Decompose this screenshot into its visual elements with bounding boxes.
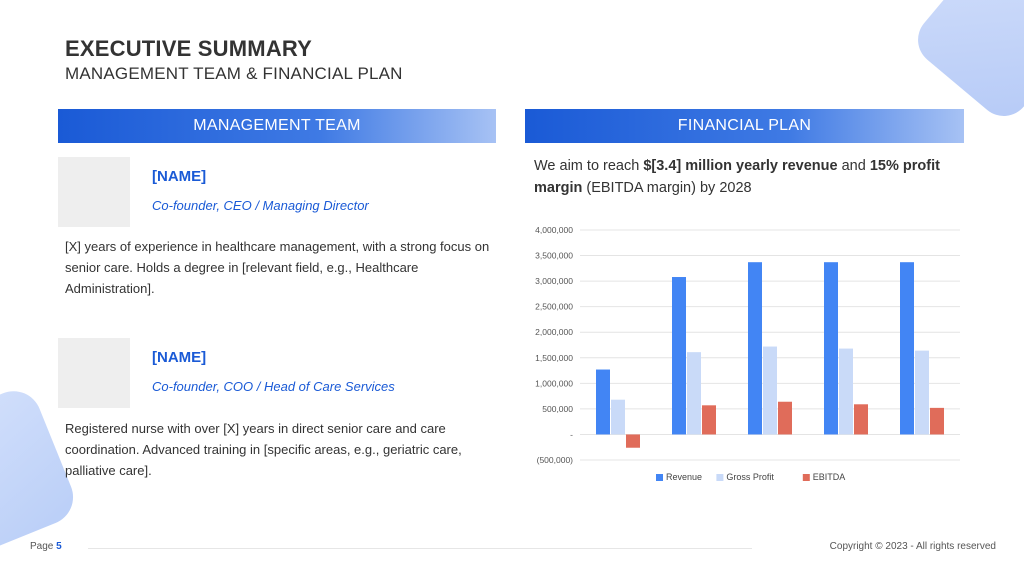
- financial-bar-chart: 4,000,000 3,500,000 3,000,000 2,500,000 2,00…: [535, 225, 960, 482]
- bar-ebitda: [702, 405, 716, 435]
- member-name: [NAME]: [152, 168, 207, 185]
- member-bio: [X] years of experience in healthcare ma…: [65, 239, 490, 296]
- legend-label: EBITDA: [813, 472, 846, 482]
- legend-label: Gross Profit: [726, 472, 774, 482]
- bar-revenue: [748, 262, 762, 435]
- y-tick-label: (500,000): [537, 455, 574, 465]
- financial-goal-margin: 15% profit margin: [534, 158, 940, 196]
- legend-swatch: [802, 474, 810, 481]
- bar-ebitda: [778, 401, 792, 435]
- member-name: [NAME]: [152, 349, 207, 366]
- financial-goal-part: (EBITDA margin) by 2028: [582, 180, 752, 196]
- y-tick-label: -: [570, 429, 573, 439]
- y-tick-label: 2,500,000: [535, 302, 573, 312]
- bar-gross-profit: [915, 350, 929, 435]
- bar-gross-profit: [839, 348, 853, 435]
- bar-ebitda: [854, 404, 868, 435]
- legend-swatch: [716, 474, 724, 481]
- y-tick-label: 3,500,000: [535, 251, 573, 261]
- legend-label: Revenue: [666, 472, 702, 482]
- member-photo-placeholder: [58, 338, 130, 408]
- decorative-shape-top-right: [907, 0, 1024, 127]
- y-tick-label: 2,000,000: [535, 327, 573, 337]
- bar-gross-profit: [611, 399, 625, 435]
- management-team-header: MANAGEMENT TEAM: [58, 109, 496, 143]
- bar-revenue: [900, 262, 914, 435]
- financial-plan-header: FINANCIAL PLAN: [525, 109, 964, 143]
- bar-gross-profit: [687, 352, 701, 435]
- y-tick-label: 4,000,000: [535, 225, 573, 235]
- bar-revenue: [672, 277, 686, 435]
- page-label: Page: [30, 541, 54, 552]
- footer-divider: [88, 548, 752, 549]
- copyright-text: Copyright © 2023 - All rights reserved: [829, 541, 996, 552]
- y-tick-label: 1,000,000: [535, 378, 573, 388]
- y-tick-label: 500,000: [542, 404, 573, 414]
- financial-goal-part: We aim to reach: [534, 158, 644, 174]
- page-subtitle: MANAGEMENT TEAM & FINANCIAL PLAN: [65, 64, 403, 83]
- bar-revenue: [824, 262, 838, 435]
- bar-ebitda: [930, 407, 944, 435]
- member-role: Co-founder, CEO / Managing Director: [152, 198, 369, 213]
- legend-swatch: [656, 474, 663, 481]
- bar-gross-profit: [763, 346, 777, 435]
- y-tick-label: 3,000,000: [535, 276, 573, 286]
- member-bio: Registered nurse with over [X] years in …: [65, 421, 462, 478]
- page-number: 5: [56, 541, 62, 552]
- member-photo-placeholder: [58, 157, 130, 227]
- financial-goal-part: and: [837, 158, 870, 174]
- financial-goal-text: We aim to reach $[3.4] million yearly re…: [534, 155, 964, 199]
- member-role: Co-founder, COO / Head of Care Services: [152, 379, 395, 394]
- page-indicator: Page 5: [30, 541, 62, 552]
- bar-ebitda: [626, 434, 640, 448]
- page-title: EXECUTIVE SUMMARY: [65, 36, 313, 61]
- y-tick-label: 1,500,000: [535, 353, 573, 363]
- financial-goal-revenue: $[3.4] million yearly revenue: [643, 158, 838, 174]
- bar-revenue: [596, 369, 610, 435]
